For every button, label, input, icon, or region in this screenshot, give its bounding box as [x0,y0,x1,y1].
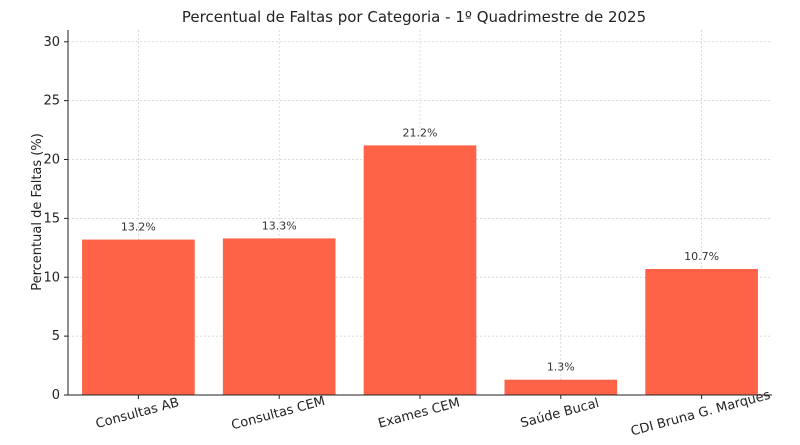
bar [363,145,477,395]
y-tick-label: 15 [43,211,60,226]
bar-value-label: 13.2% [121,221,156,234]
data-labels-layer: 13.2% 13.3% 21.2% 1.3% 10.7% [121,126,719,373]
bar [645,269,758,395]
bar [504,379,618,395]
y-tick-label: 25 [43,94,60,109]
x-tick-label: Consultas CEM [230,394,327,433]
bar-value-label: 10.7% [684,250,719,263]
y-tick-label: 10 [43,270,60,285]
x-tick-label: Exames CEM [377,396,462,432]
y-tick-label: 30 [43,35,60,50]
bar [222,238,336,395]
y-tick-label: 0 [52,388,60,403]
bar-value-label: 13.3% [262,219,297,232]
x-tick-label: Saúde Bucal [519,396,601,431]
y-axis-label: Percentual de Faltas (%) [30,133,45,291]
x-tick-label: Consultas AB [94,395,181,432]
bar-value-label: 1.3% [547,361,575,374]
y-tick-label: 5 [52,329,60,344]
y-tick-label: 20 [43,153,60,168]
bar-value-label: 21.2% [403,126,438,139]
bars-layer [82,145,758,395]
chart-title: Percentual de Faltas por Categoria - 1º … [182,8,646,26]
bar [82,239,195,395]
